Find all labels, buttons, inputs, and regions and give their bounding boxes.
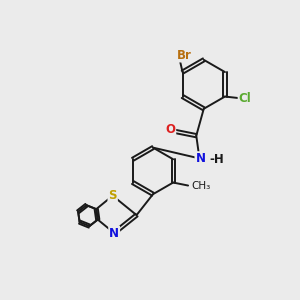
Text: -H: -H <box>210 153 224 166</box>
Text: Br: Br <box>177 49 191 62</box>
Text: Cl: Cl <box>238 92 251 104</box>
Text: CH₃: CH₃ <box>192 181 211 190</box>
Text: N: N <box>109 226 119 239</box>
Text: N: N <box>196 152 206 165</box>
Text: S: S <box>108 189 117 202</box>
Text: O: O <box>165 124 175 136</box>
